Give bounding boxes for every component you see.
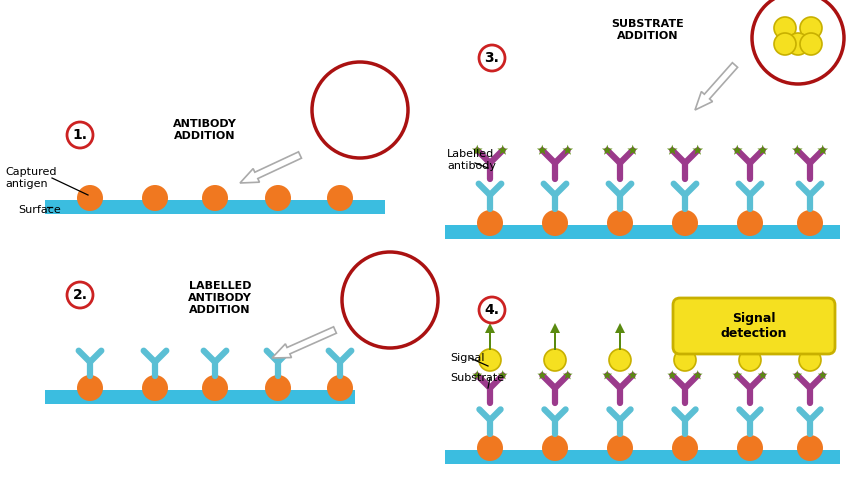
FancyArrow shape xyxy=(805,323,815,350)
Circle shape xyxy=(479,297,505,323)
Bar xyxy=(445,450,840,464)
Circle shape xyxy=(672,435,698,461)
FancyArrow shape xyxy=(745,323,755,350)
Bar xyxy=(445,225,840,239)
Bar xyxy=(45,390,355,404)
Circle shape xyxy=(77,375,103,401)
Circle shape xyxy=(342,252,438,348)
Circle shape xyxy=(265,185,291,211)
Circle shape xyxy=(607,210,633,236)
Text: Signal: Signal xyxy=(450,353,484,363)
Circle shape xyxy=(797,210,823,236)
Point xyxy=(356,288,370,296)
Point xyxy=(600,146,614,154)
Circle shape xyxy=(542,210,568,236)
Point xyxy=(816,372,829,380)
Point xyxy=(371,302,384,310)
Point xyxy=(816,146,829,154)
Point xyxy=(387,279,400,287)
Point xyxy=(496,372,510,380)
Circle shape xyxy=(672,210,698,236)
Text: 1.: 1. xyxy=(72,128,87,142)
Circle shape xyxy=(797,435,823,461)
Circle shape xyxy=(737,435,763,461)
Point xyxy=(730,372,744,380)
Text: 4.: 4. xyxy=(484,303,499,317)
Circle shape xyxy=(327,185,353,211)
Point xyxy=(600,372,614,380)
Point xyxy=(626,372,639,380)
Text: LABELLED
ANTIBODY
ADDITION: LABELLED ANTIBODY ADDITION xyxy=(188,280,252,316)
Circle shape xyxy=(479,349,501,371)
FancyArrow shape xyxy=(485,323,495,350)
Circle shape xyxy=(607,435,633,461)
Text: Labelled
antibody: Labelled antibody xyxy=(447,149,496,171)
Circle shape xyxy=(799,349,821,371)
Circle shape xyxy=(609,349,631,371)
Point xyxy=(730,146,744,154)
FancyArrow shape xyxy=(550,323,560,350)
Circle shape xyxy=(327,375,353,401)
Point xyxy=(471,372,484,380)
Circle shape xyxy=(202,375,228,401)
Text: Surface: Surface xyxy=(18,205,61,215)
Point xyxy=(400,284,414,292)
Text: Substrate: Substrate xyxy=(450,373,504,383)
Circle shape xyxy=(752,0,844,84)
Circle shape xyxy=(674,349,696,371)
FancyArrow shape xyxy=(272,327,337,358)
Point xyxy=(561,372,574,380)
Circle shape xyxy=(477,435,503,461)
Circle shape xyxy=(77,185,103,211)
Text: Captured
antigen: Captured antigen xyxy=(5,167,57,189)
Circle shape xyxy=(265,375,291,401)
Bar xyxy=(45,200,385,214)
Circle shape xyxy=(202,185,228,211)
Circle shape xyxy=(800,17,822,39)
Circle shape xyxy=(67,122,93,148)
Point xyxy=(666,146,679,154)
Circle shape xyxy=(787,33,809,55)
Point xyxy=(666,372,679,380)
Point xyxy=(369,282,382,290)
Text: 3.: 3. xyxy=(484,51,499,65)
FancyArrow shape xyxy=(695,62,738,110)
Circle shape xyxy=(477,210,503,236)
Point xyxy=(756,372,769,380)
Text: Signal
detection: Signal detection xyxy=(721,312,787,340)
Point xyxy=(790,372,804,380)
Circle shape xyxy=(312,62,408,158)
Text: SUBSTRATE
ADDITION: SUBSTRATE ADDITION xyxy=(611,19,684,41)
Text: ANTIBODY
ADDITION: ANTIBODY ADDITION xyxy=(173,119,237,141)
Point xyxy=(535,146,549,154)
Point xyxy=(691,372,705,380)
Point xyxy=(561,146,574,154)
Circle shape xyxy=(67,282,93,308)
Point xyxy=(496,146,510,154)
Circle shape xyxy=(774,33,796,55)
Point xyxy=(756,146,769,154)
Point xyxy=(535,372,549,380)
FancyArrow shape xyxy=(240,152,302,183)
Text: 2.: 2. xyxy=(72,288,87,302)
Circle shape xyxy=(774,17,796,39)
Circle shape xyxy=(544,349,566,371)
Circle shape xyxy=(737,210,763,236)
FancyBboxPatch shape xyxy=(673,298,835,354)
Point xyxy=(471,146,484,154)
Circle shape xyxy=(142,375,168,401)
Circle shape xyxy=(542,435,568,461)
Circle shape xyxy=(479,45,505,71)
Circle shape xyxy=(142,185,168,211)
FancyArrow shape xyxy=(615,323,625,350)
Point xyxy=(691,146,705,154)
Circle shape xyxy=(739,349,761,371)
Circle shape xyxy=(800,33,822,55)
Point xyxy=(385,300,399,308)
FancyArrow shape xyxy=(680,323,690,350)
Point xyxy=(790,146,804,154)
Point xyxy=(626,146,639,154)
